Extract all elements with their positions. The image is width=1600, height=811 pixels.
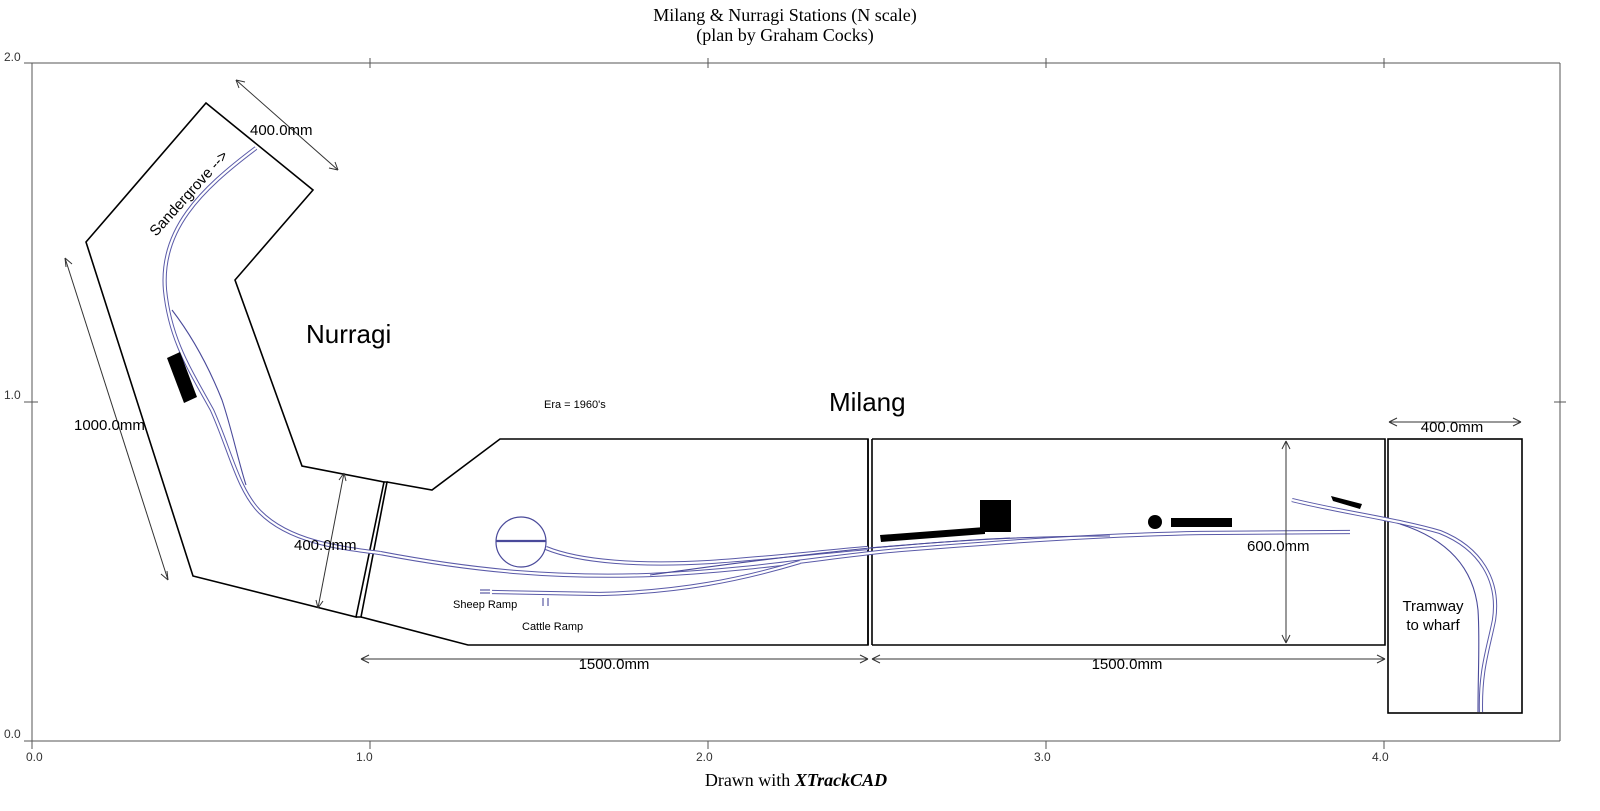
tramway-label-line1: Tramway: [1402, 598, 1464, 615]
y-tick-2: 2.0: [4, 50, 21, 64]
station-label-nurragi: Nurragi: [306, 319, 391, 349]
dimension-lines: [64, 79, 1522, 664]
track-goods-siding: [869, 537, 1011, 549]
tramway-shed: [1331, 496, 1362, 509]
y-tick-1: 1.0: [4, 388, 21, 402]
track-tramway-siding: [1399, 523, 1480, 713]
footer-credit: Drawn with XTrackCAD: [705, 770, 887, 790]
turntable: [495, 516, 547, 568]
track-nurragi-siding: [171, 309, 247, 486]
dim-lower-width: 400.0mm: [294, 537, 357, 554]
station-platform: [1171, 518, 1232, 527]
track-network: [162, 146, 1498, 713]
goods-shed: [980, 500, 1011, 532]
era-label: Era = 1960's: [544, 399, 606, 411]
cattle-ramp-label: Cattle Ramp: [522, 621, 583, 633]
x-tick-1: 1.0: [356, 750, 373, 764]
plan-title: Milang & Nurragi Stations (N scale): [653, 5, 916, 26]
track-sandergrove-branch: [162, 146, 381, 556]
nurragi-building: [167, 352, 197, 403]
plot-frame: [24, 58, 1566, 749]
y-tick-0: 0.0: [4, 727, 21, 741]
dim-milang-right: 1500.0mm: [1092, 656, 1163, 673]
module-joint-1: [356, 481, 388, 618]
footer-prefix: Drawn with: [705, 770, 795, 790]
dim-tramway-width: 400.0mm: [1421, 419, 1484, 436]
dim-top-width: 400.0mm: [250, 122, 313, 139]
tramway-module: [1387, 438, 1523, 714]
nurragi-benchwork: [85, 101, 385, 618]
benchwork: [85, 101, 1523, 714]
station-label-milang: Milang: [829, 387, 906, 417]
plan-subtitle: (plan by Graham Cocks): [696, 25, 873, 46]
sheep-ramp-label: Sheep Ramp: [453, 599, 517, 611]
x-tick-2: 2.0: [696, 750, 713, 764]
milang-left-module: [360, 438, 869, 646]
dim-left-length: 1000.0mm: [74, 417, 145, 434]
footer-app-name: XTrackCAD: [794, 770, 887, 790]
water-tank: [1148, 515, 1162, 529]
sandergrove-label: Sandergrove -->: [146, 147, 232, 239]
dim-milang-height: 600.0mm: [1247, 538, 1310, 555]
milang-right-module: [872, 438, 1386, 646]
dim-milang-left: 1500.0mm: [579, 656, 650, 673]
goods-platform: [880, 527, 985, 542]
x-tick-0: 0.0: [26, 750, 43, 764]
structures: [167, 352, 1362, 542]
x-tick-3: 3.0: [1034, 750, 1051, 764]
x-tick-4: 4.0: [1372, 750, 1389, 764]
tramway-label-line2: to wharf: [1406, 617, 1460, 634]
